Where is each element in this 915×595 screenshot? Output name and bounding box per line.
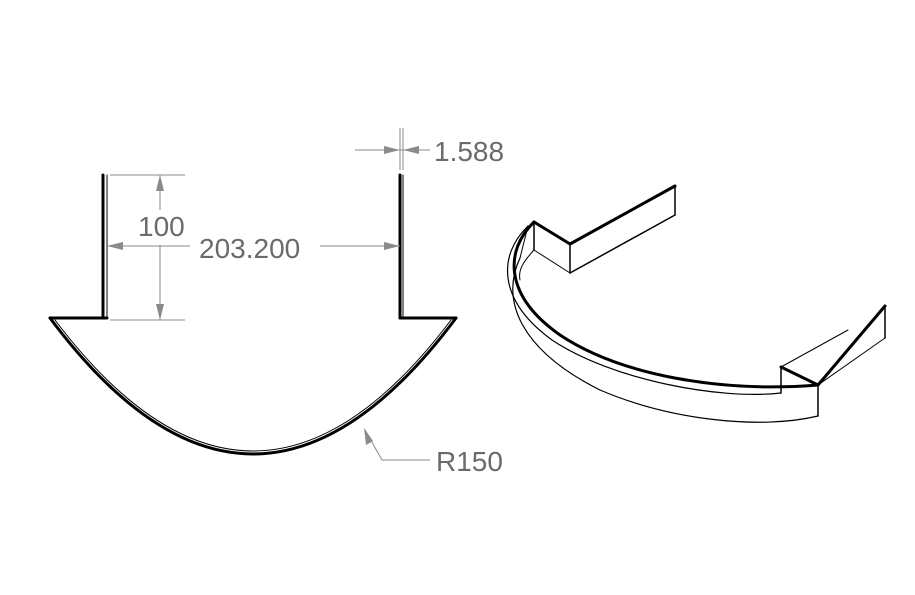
- thickness-label: 1.588: [434, 136, 504, 167]
- width-label: 203.200: [199, 233, 300, 264]
- arrow-icon: [403, 146, 419, 154]
- front-view: [48, 173, 458, 456]
- iso-left-flange: [532, 184, 677, 274]
- arrow-icon: [156, 304, 164, 320]
- width-dimension: 203.200: [107, 233, 400, 264]
- arrow-icon: [107, 242, 123, 250]
- iso-curved-band: [507, 220, 820, 423]
- arrow-icon: [384, 146, 400, 154]
- left-flange: [48, 173, 109, 320]
- arrow-icon: [364, 428, 373, 445]
- height-label: 100: [138, 211, 185, 242]
- thickness-dimension: 1.588: [355, 128, 504, 170]
- arrow-icon: [156, 175, 164, 191]
- iso-right-flange: [779, 304, 887, 417]
- radius-dimension: R150: [364, 428, 503, 477]
- height-dimension: 100: [110, 174, 185, 321]
- isometric-view: [507, 184, 887, 423]
- arc-profile: [48, 316, 458, 456]
- radius-label: R150: [436, 446, 503, 477]
- arrow-icon: [384, 242, 400, 250]
- right-flange: [398, 173, 458, 320]
